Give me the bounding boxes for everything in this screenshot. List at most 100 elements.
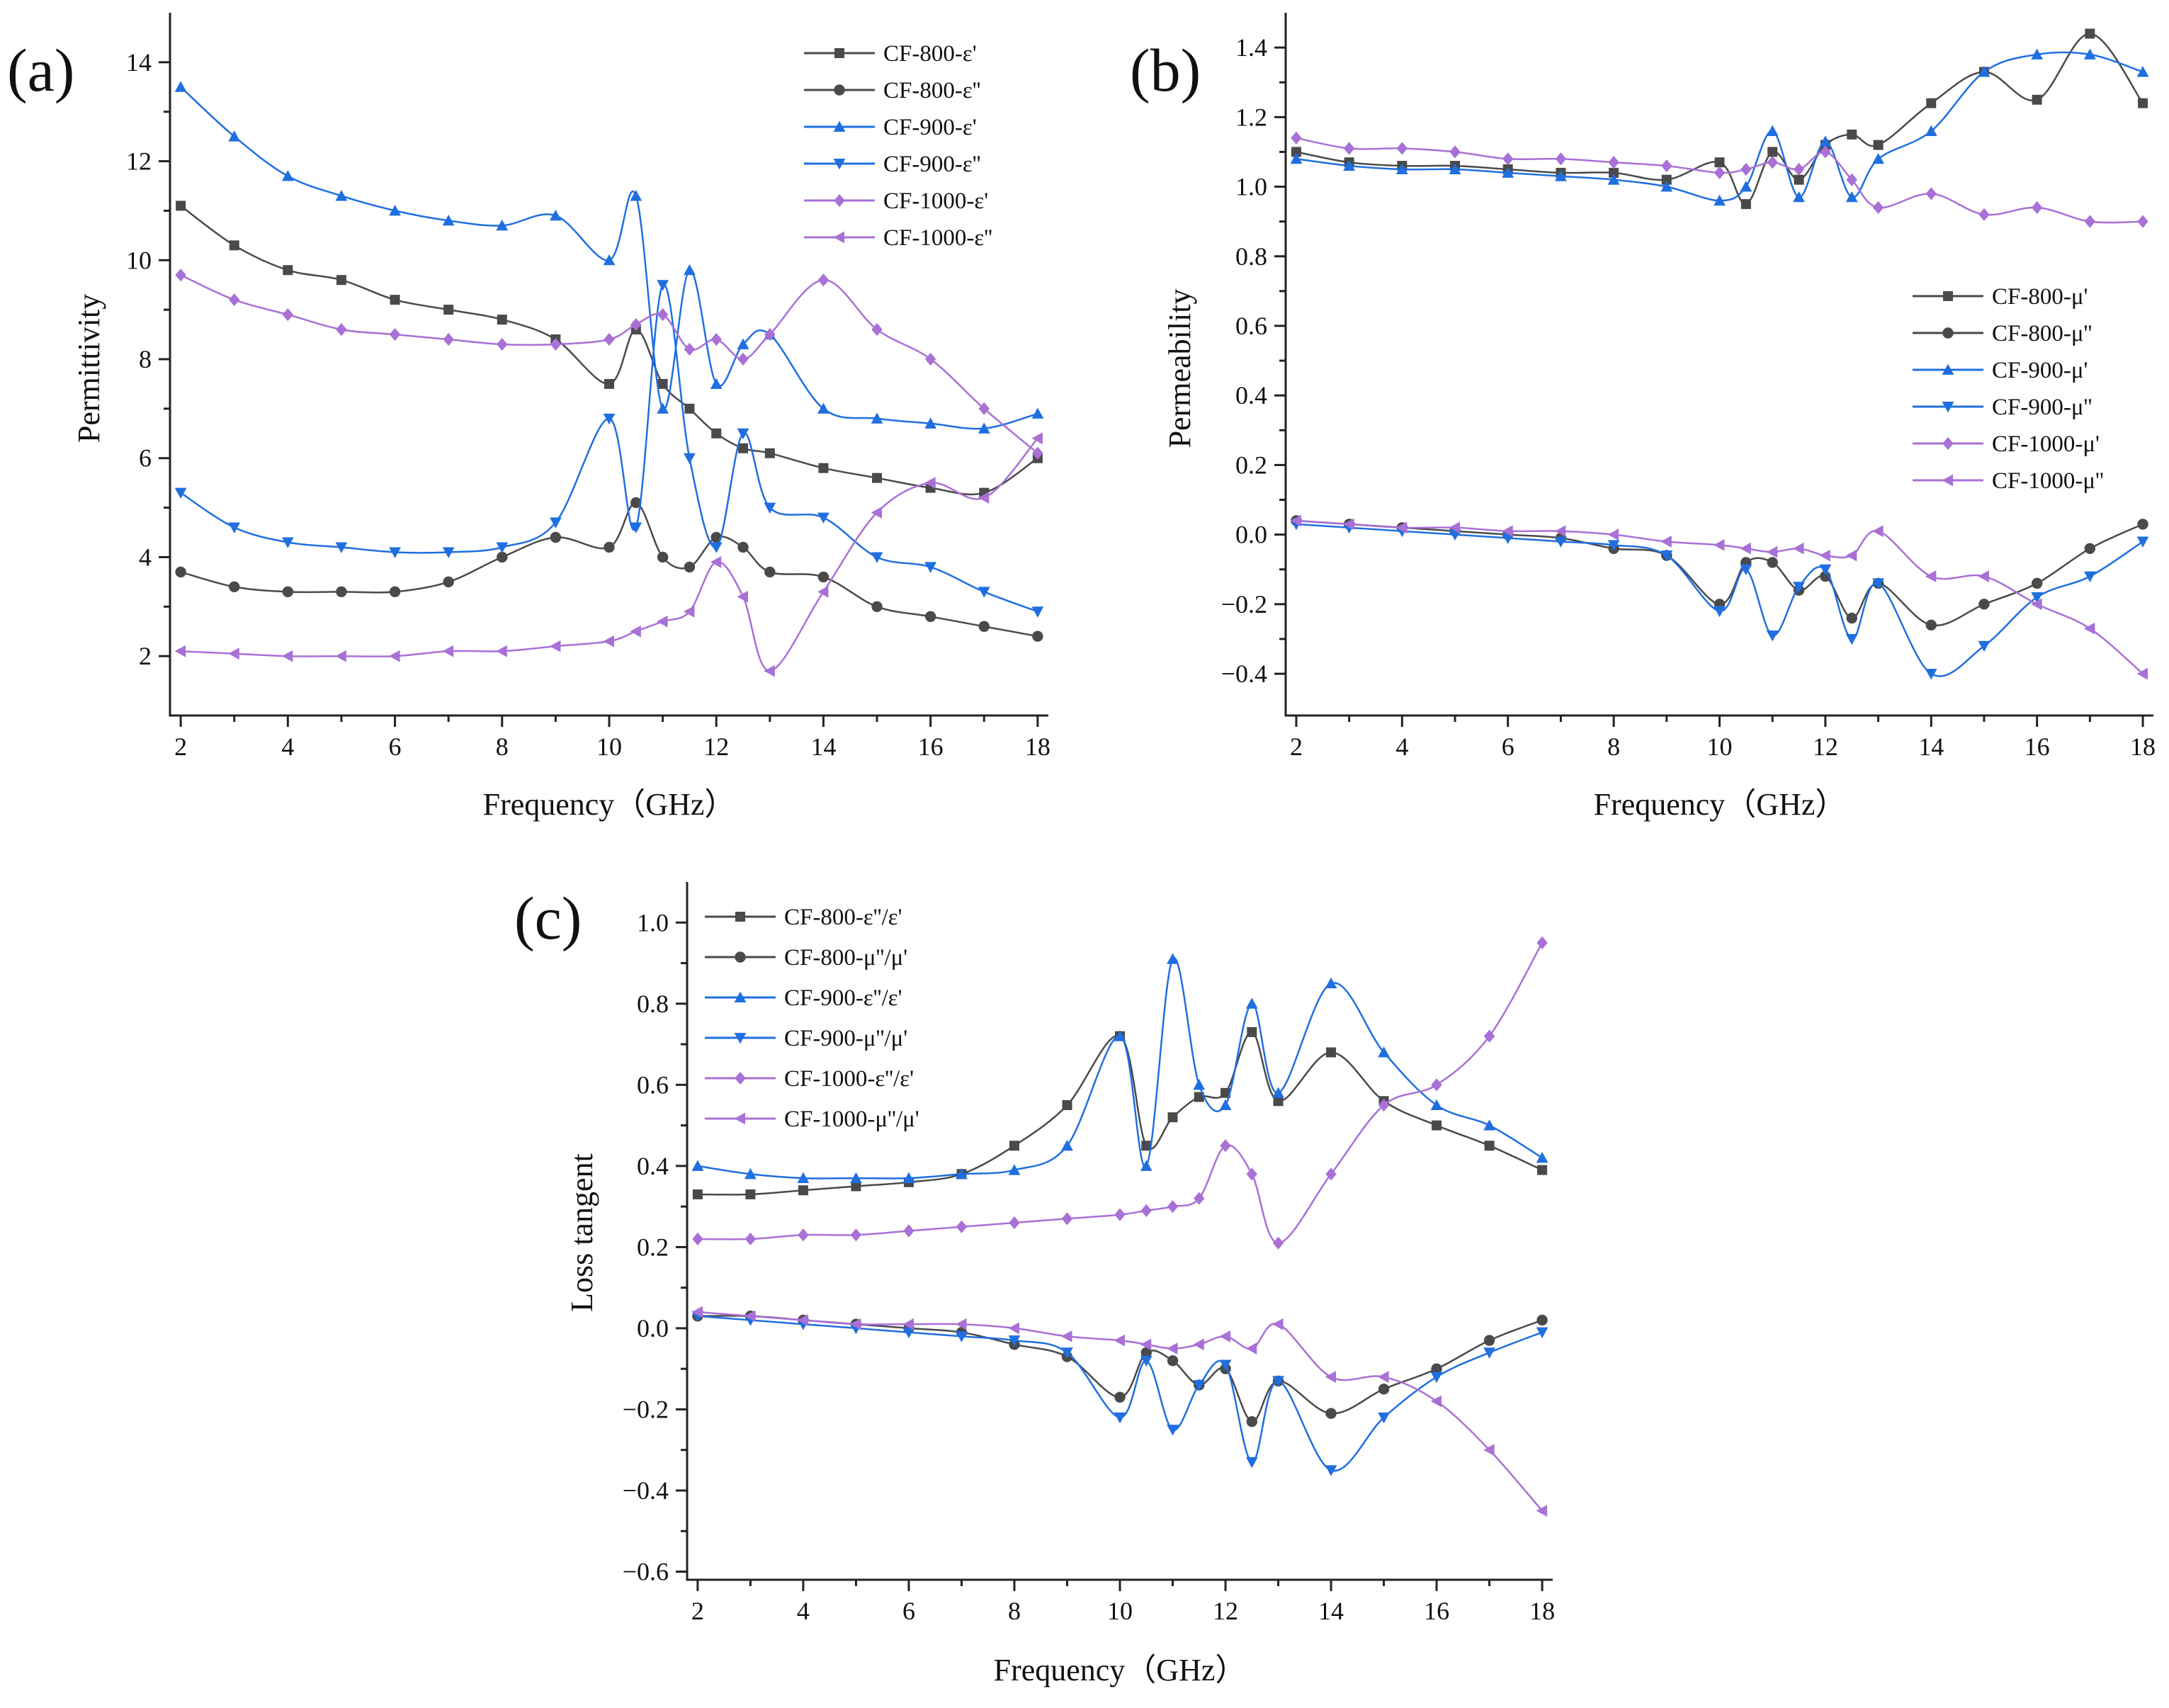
data-point [1819,549,1830,562]
data-point [978,587,990,598]
data-point [549,640,561,652]
data-point [710,332,722,346]
legend-label: CF-900-ε' [883,115,977,140]
data-point [1766,630,1779,642]
data-point [657,551,669,563]
data-point [2137,519,2148,530]
data-point [710,556,722,568]
data-point [549,517,562,528]
data-point [1555,525,1566,538]
data-point [1978,599,1990,610]
data-point [1140,1338,1152,1351]
series-3 [1290,519,2149,680]
data-point [1555,152,1567,166]
panel-label: (a) [7,36,74,104]
data-point [744,1167,757,1180]
data-point [684,342,696,356]
data-point [1114,1208,1126,1221]
data-point [2031,48,2044,60]
y-tick-label: −0.4 [1221,660,1267,688]
data-point [1609,167,1619,178]
data-point [2083,48,2096,60]
data-point [797,1314,808,1326]
data-point [1793,542,1804,555]
panel-a: 2 4 6 8 10 12 14 16 18 2 4 6 8 10 12 14 Frequency（GHz） Pe… [7,13,1050,822]
data-point [764,502,776,514]
data-point [1273,1096,1284,1107]
data-point [1925,619,1937,631]
data-point [1061,1347,1073,1359]
data-point [1031,432,1043,445]
data-point [282,586,294,598]
data-point [692,1232,703,1246]
data-point [798,1228,809,1242]
data-point [1502,525,1513,538]
data-point [956,1167,968,1180]
data-point [1009,1216,1020,1230]
data-point [1740,199,1751,210]
series-1 [175,497,1043,642]
x-tick-label: 4 [797,1597,810,1625]
x-tick-label: 10 [1107,1597,1133,1625]
y-tick-label: 0.6 [1235,312,1267,340]
x-axis-title: Frequency（GHz） [483,787,736,822]
data-point [657,280,669,291]
data-point [229,293,240,307]
x-tick-label: 8 [1008,1597,1021,1625]
data-point [871,412,883,424]
series-line [180,502,1038,638]
data-point [1062,1099,1072,1110]
data-point [1193,1078,1206,1090]
y-tick-label: 0.2 [1235,451,1267,479]
data-point [924,477,936,490]
legend-marker [1942,327,1954,339]
data-point [1925,187,1937,200]
data-point [1219,1330,1231,1342]
x-tick-label: 14 [1318,1597,1344,1625]
data-point [1872,525,1884,538]
data-point [228,130,241,142]
data-point [630,522,642,533]
data-point [496,645,507,657]
data-point [1872,200,1884,215]
data-point [1819,564,1832,576]
legend-label: CF-1000-ε''/ε' [784,1066,914,1092]
data-point [1483,1029,1495,1043]
x-axis-title: Frequency（GHz） [1594,787,1847,822]
data-point [174,487,187,499]
data-point [604,378,614,389]
legend-marker [735,1071,746,1085]
legend-marker [735,912,745,922]
data-point [1714,538,1725,551]
x-tick-label: 12 [1213,1597,1238,1625]
data-point [1536,1505,1548,1517]
data-point [1978,570,1989,582]
y-tick-label: 0.0 [1235,521,1267,549]
y-tick-label: 0.6 [637,1070,669,1099]
data-point [1326,1047,1337,1058]
x-tick-label: 12 [703,733,729,761]
data-point [2085,28,2095,39]
data-point [630,190,642,201]
data-point [1193,1338,1204,1351]
data-point [1291,131,1302,145]
data-point [1008,1164,1021,1175]
data-point [684,605,695,618]
x-tick-label: 2 [1290,733,1303,761]
data-point [1061,1212,1073,1226]
data-point [497,551,508,563]
data-point [1793,162,1805,176]
data-point [1483,1119,1495,1131]
data-point [1140,1160,1153,1171]
data-point [817,571,829,583]
data-point [603,413,616,425]
data-point [1740,181,1752,192]
data-point [956,1331,968,1342]
legend-label: CF-800-ε''/ε' [784,905,902,930]
data-point [283,265,293,276]
data-point [389,205,401,216]
legend-label: CF-800-μ' [1992,284,2088,310]
data-point [817,512,829,524]
data-point [335,190,348,201]
data-point [850,1172,862,1184]
